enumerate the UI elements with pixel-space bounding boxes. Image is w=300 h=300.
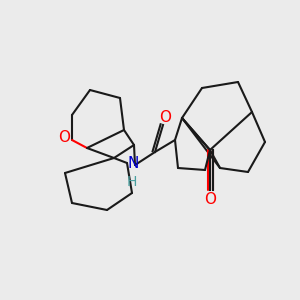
Text: O: O [159, 110, 171, 125]
Text: N: N [127, 157, 139, 172]
Text: O: O [58, 130, 70, 145]
Text: O: O [204, 193, 216, 208]
Text: H: H [127, 175, 137, 189]
